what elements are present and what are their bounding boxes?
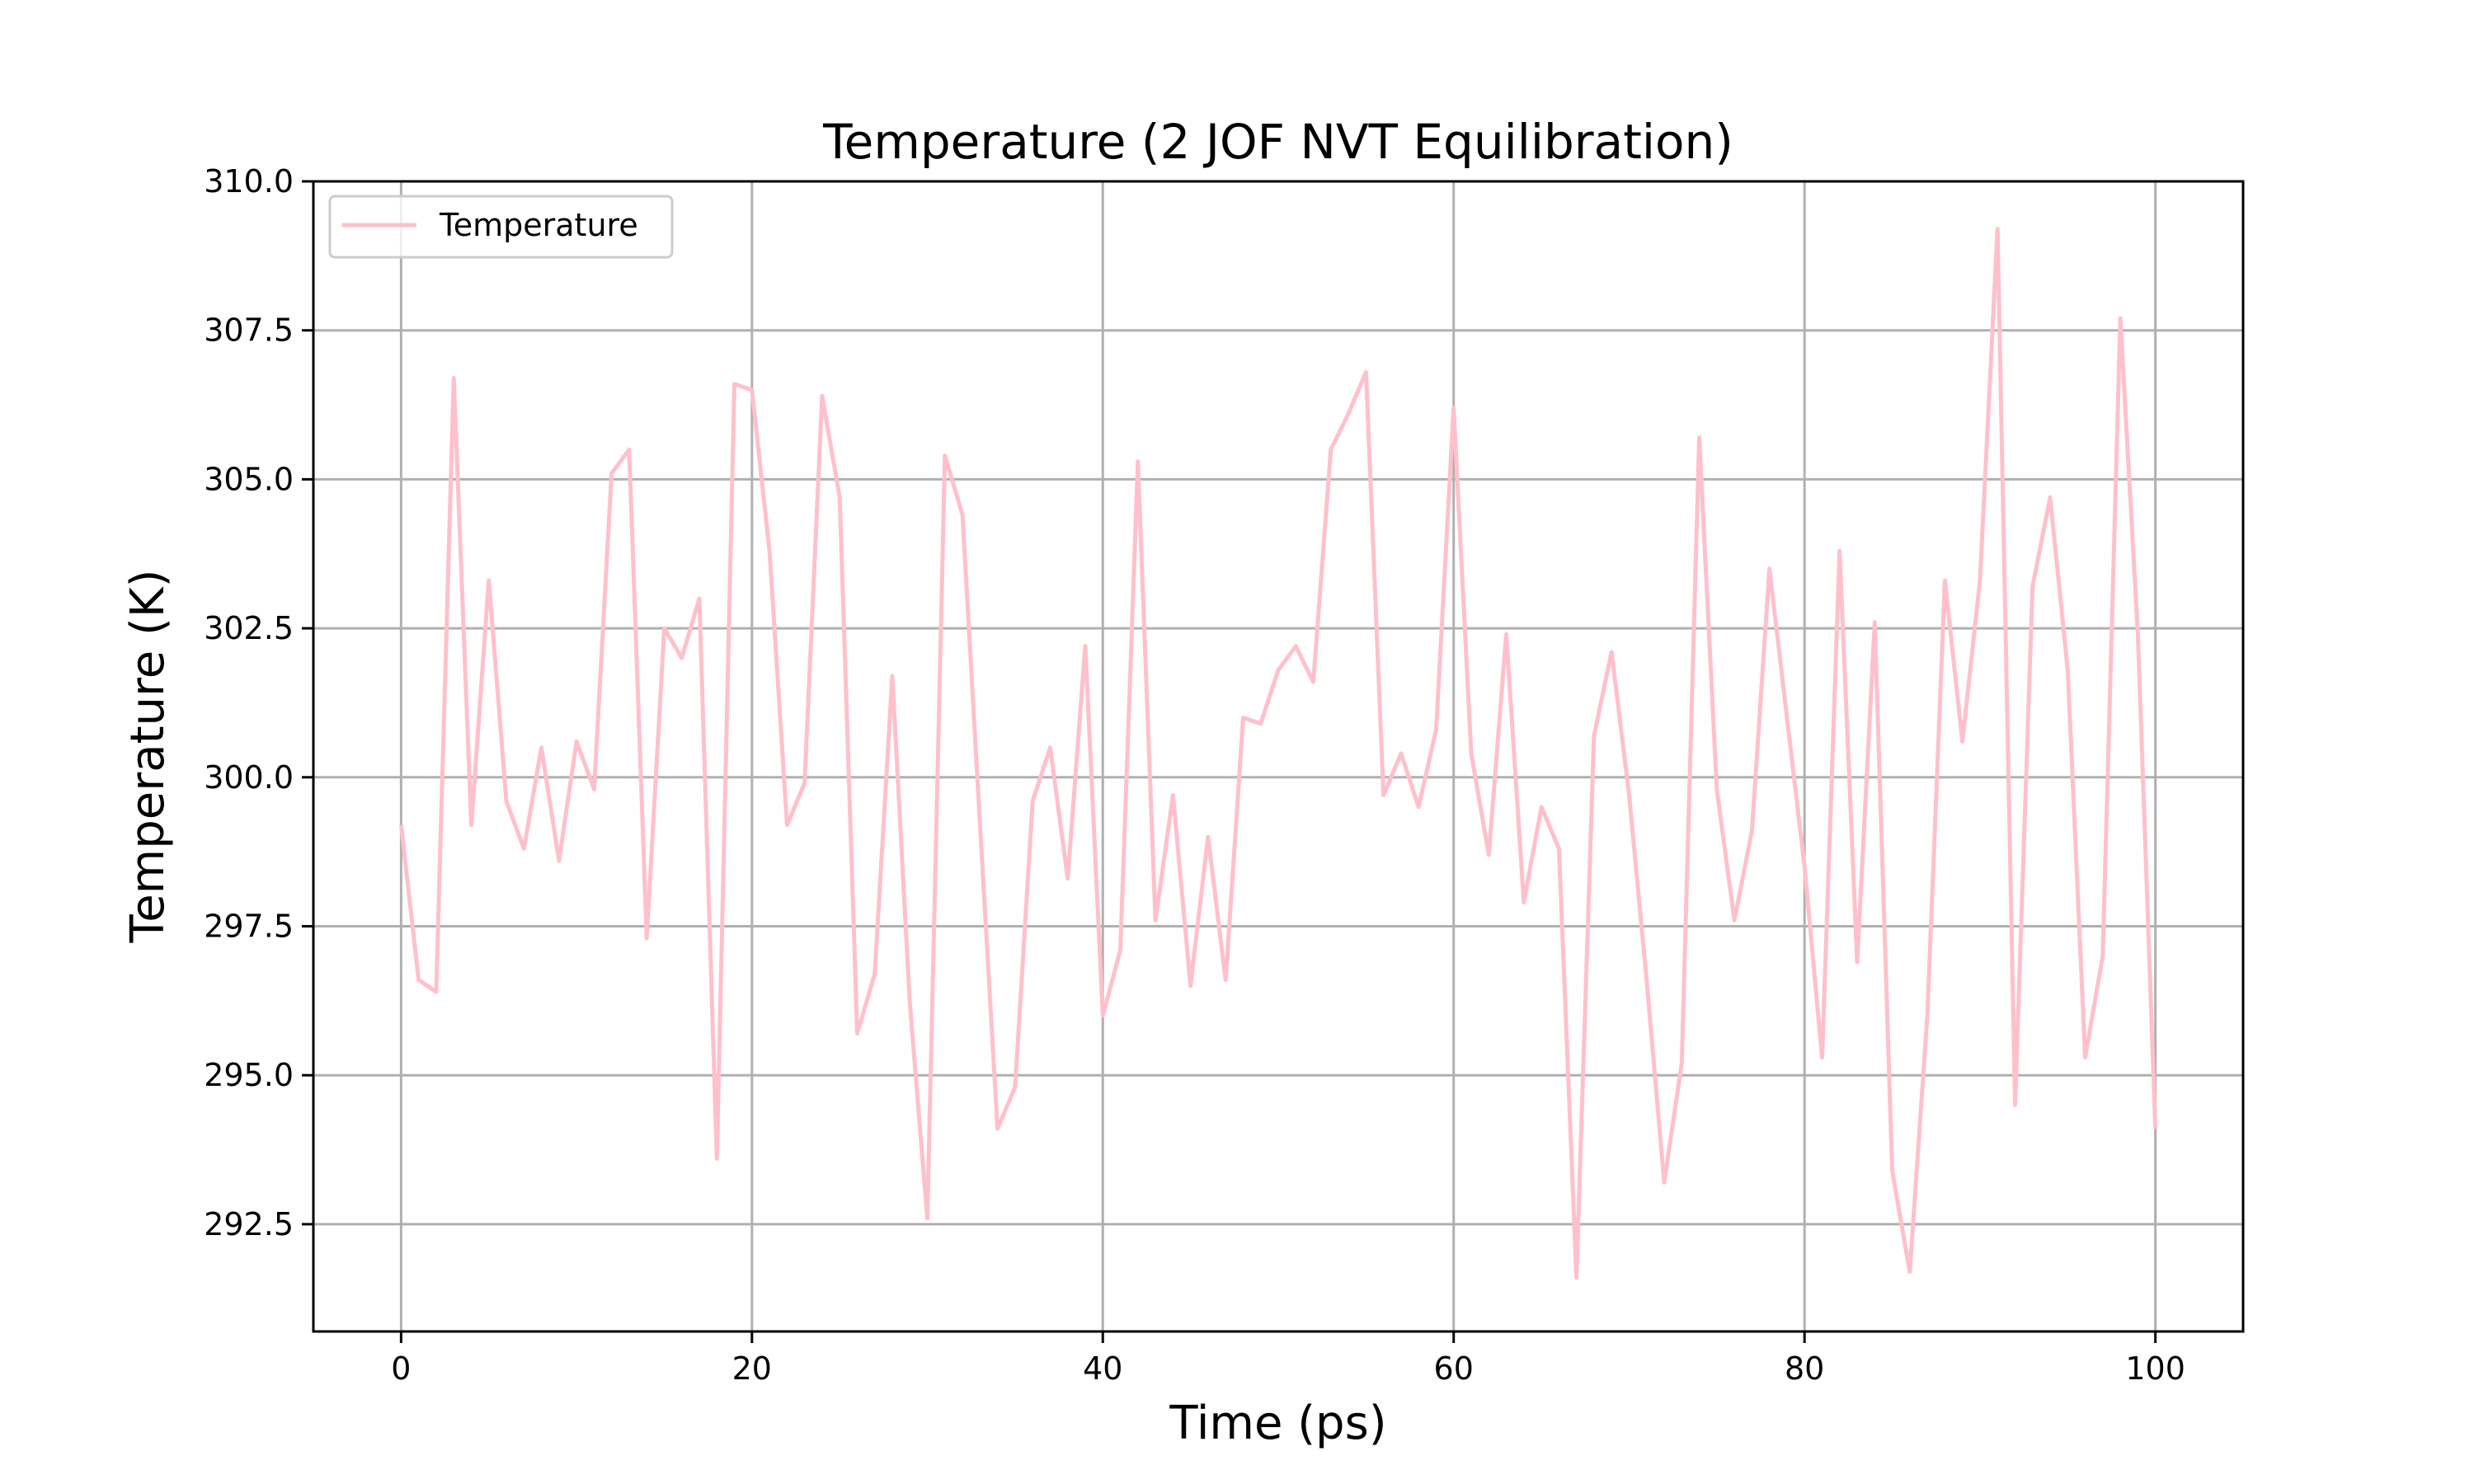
y-tick-label: 297.5 <box>204 908 294 944</box>
legend-box <box>328 195 674 259</box>
x-tick-label: 60 <box>1434 1350 1474 1387</box>
legend-label: Temperature <box>439 207 638 243</box>
x-axis-label: Time (ps) <box>1169 1397 1386 1450</box>
x-tick-label: 40 <box>1083 1350 1122 1387</box>
x-tick-label: 0 <box>391 1350 411 1387</box>
y-tick-label: 305.0 <box>204 461 294 497</box>
y-tick-label: 310.0 <box>204 163 294 200</box>
axis-ticks: 0 20 40 60 80 100 292.5 295.0 297.5 300.0 302.5 305… <box>204 163 2185 1387</box>
chart-title: Temperature (2 JOF NVT Equilibration) <box>822 114 1733 170</box>
y-tick-label: 302.5 <box>204 610 294 646</box>
y-tick-label: 300.0 <box>204 759 294 796</box>
series-line-temperature <box>398 227 2158 1280</box>
plot-frame <box>312 180 2245 1333</box>
legend: Temperature <box>328 195 674 259</box>
y-tick-label: 292.5 <box>204 1206 294 1242</box>
x-tick-label: 100 <box>2125 1350 2185 1387</box>
series-layer <box>398 227 2158 1280</box>
y-tick-label: 295.0 <box>204 1057 294 1093</box>
x-tick-label: 20 <box>732 1350 772 1387</box>
x-tick-label: 80 <box>1785 1350 1824 1387</box>
y-tick-label: 307.5 <box>204 312 294 349</box>
y-axis-label: Temperature (K) <box>121 570 175 944</box>
